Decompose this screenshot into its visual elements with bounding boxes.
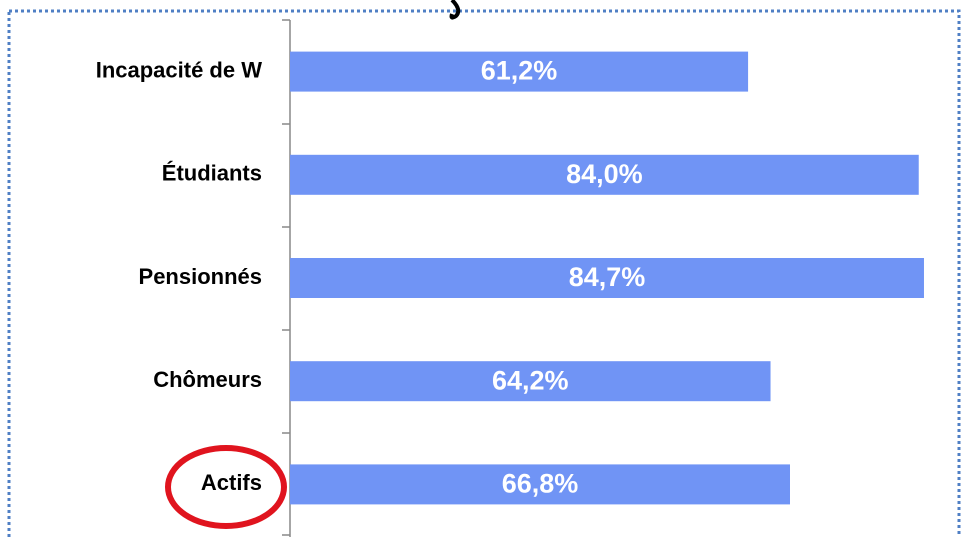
category-label: Pensionnés (139, 264, 262, 289)
category-label: Chômeurs (153, 367, 262, 392)
category-label: Incapacité de W (96, 57, 263, 82)
category-label: Actifs (201, 470, 262, 495)
category-label: Étudiants (162, 161, 262, 186)
cut-title-glyph (449, 0, 461, 20)
bar (290, 154, 919, 195)
category-separators (282, 19, 290, 536)
bar (290, 258, 924, 298)
bar (290, 464, 790, 505)
dotted-frame (7, 9, 961, 537)
bar (290, 51, 749, 92)
value-label: 84,7% (569, 262, 646, 292)
value-label: 64,2% (492, 365, 569, 395)
bar (290, 361, 771, 402)
value-label: 66,8% (502, 469, 579, 499)
highlight-circle (165, 445, 287, 529)
value-label: 61,2% (481, 56, 558, 86)
value-label: 84,0% (566, 159, 643, 189)
